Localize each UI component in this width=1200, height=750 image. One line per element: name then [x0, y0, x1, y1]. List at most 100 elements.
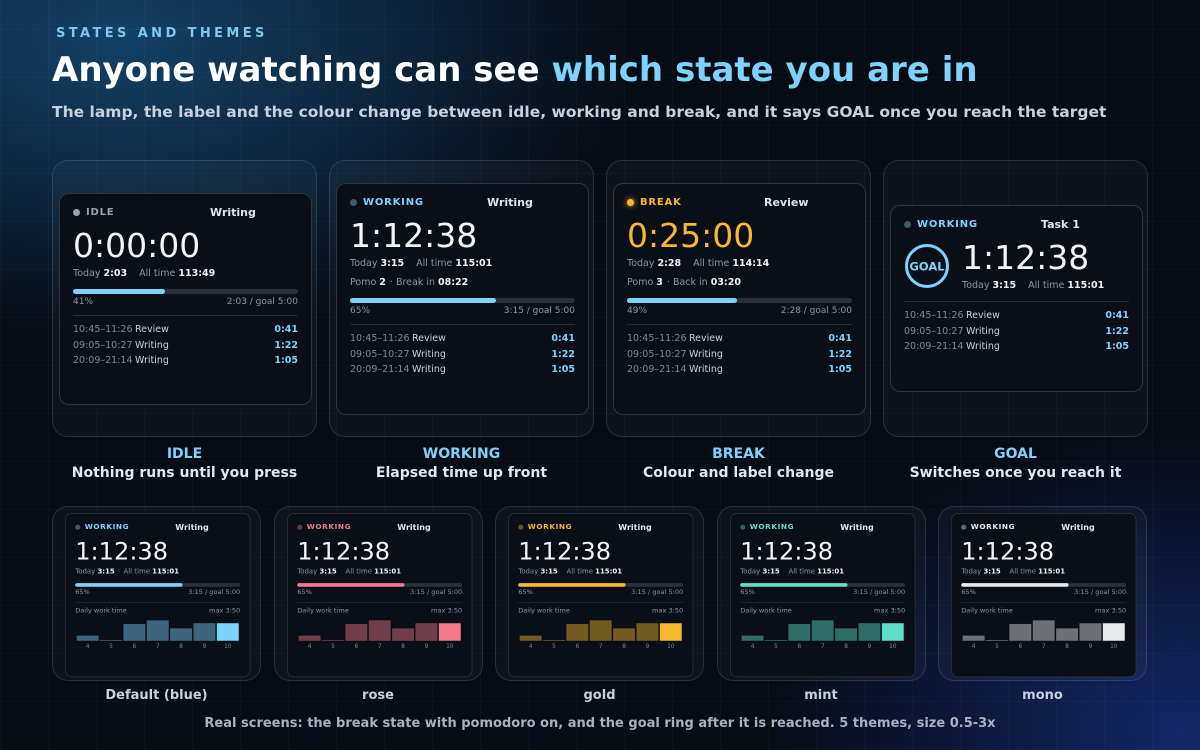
device-screen: WORKING Writing 1:12:38 Today 3:15 All time 11… — [286, 513, 472, 678]
day-label: 10 — [224, 642, 232, 650]
bar — [193, 622, 216, 641]
bar-slot — [100, 619, 122, 641]
goal-ring: GOAL — [905, 243, 949, 288]
divider — [350, 324, 575, 325]
bar — [636, 622, 659, 641]
today-value: 3:15 — [97, 567, 115, 576]
timer: 1:12:38 — [296, 537, 390, 566]
session-task: Writing — [689, 364, 723, 375]
session-row: 20:09–21:14 Writing 1:05 — [627, 362, 852, 378]
bar-chart — [75, 619, 240, 641]
progress-percent: 65% — [739, 588, 755, 597]
session-duration: 1:05 — [828, 364, 852, 375]
headline-accent: which state you are in — [551, 50, 978, 90]
session-task: Writing — [135, 339, 169, 351]
bar — [1032, 620, 1055, 641]
divider — [961, 602, 1127, 603]
status-row: BREAK Review — [627, 194, 852, 210]
status-lamp — [73, 208, 80, 216]
status-lamp — [75, 524, 81, 530]
today-label: Today — [296, 567, 317, 576]
session-duration: 1:22 — [274, 339, 298, 351]
bar-slot — [321, 619, 344, 641]
footer: Real screens: the break state with pomod… — [204, 716, 996, 731]
bar-slot — [170, 619, 193, 641]
day-label: 5 — [773, 642, 778, 650]
day-label: 8 — [843, 642, 848, 650]
theme-panel: WORKING Writing 1:12:38 Today 3:15 All time 11… — [716, 506, 926, 681]
progress-text: 65% 3:15 / goal 5:00 — [518, 589, 683, 596]
timer: 1:12:38 — [75, 537, 169, 566]
bar-slot — [543, 619, 565, 641]
session-row: 09:05–10:27 Writing 1:22 — [350, 347, 575, 363]
session-duration: 1:05 — [551, 364, 575, 375]
session-row: 09:05–10:27 Writing 1:22 — [73, 338, 298, 354]
session-task: Writing — [412, 348, 446, 360]
chart-label: Daily work time — [518, 607, 570, 615]
progress-fill — [75, 583, 183, 587]
device-screen: WORKING Writing 1:12:38 Today 3:15 All time 11… — [508, 513, 694, 678]
divider — [627, 324, 852, 325]
state-title: WORKING — [422, 446, 501, 462]
session-range: 09:05–10:27 — [904, 325, 964, 337]
session-duration: 1:05 — [274, 355, 298, 366]
pomo-time: 03:20 — [710, 277, 741, 288]
device-screen: WORKING Writing 1:12:38 Today 3:15 All time 11… — [729, 513, 915, 678]
progress-percent: 65% — [296, 588, 312, 597]
session-task: Writing — [689, 348, 723, 360]
alltime-value: 113:49 — [178, 268, 216, 279]
bar — [986, 640, 1008, 641]
totals-row: Today 3:15 All time 115:01 — [350, 257, 575, 271]
session-range: 10:45–11:26 — [350, 333, 410, 344]
divider — [73, 315, 298, 316]
bar — [123, 623, 146, 641]
totals-row: Today 3:15 All time 115:01 — [518, 567, 683, 577]
alltime-value: 115:01 — [1067, 280, 1105, 291]
today-value: 2:28 — [657, 258, 682, 269]
status-row: WORKING Writing — [739, 521, 905, 533]
bar — [146, 620, 169, 641]
today-value: 3:15 — [761, 567, 780, 576]
progress-track — [518, 583, 684, 587]
day-label: 8 — [622, 642, 626, 650]
state-title: GOAL — [994, 446, 1037, 462]
chart-header: Daily work time max 3:50 — [75, 607, 240, 614]
session-row: 09:05–10:27 Writing 1:22 — [627, 347, 852, 363]
device-screen: WORKING Task 1 GOAL 1:12:38 Today 3:15 All tim… — [890, 205, 1143, 392]
bar-slot — [613, 619, 636, 641]
today-value: 2:03 — [103, 268, 128, 279]
status-label: WORKING — [749, 522, 794, 531]
task-name: Writing — [618, 522, 652, 532]
totals-row: Today 2:28 All time 114:14 — [627, 257, 852, 271]
session-task: Review — [689, 333, 723, 344]
chart-header: Daily work time max 3:50 — [518, 607, 683, 614]
status-row: WORKING Writing — [518, 521, 683, 533]
timer: 0:00:00 — [73, 226, 201, 265]
day-label: 10 — [888, 642, 897, 650]
alltime-label: All time — [1028, 280, 1065, 291]
chart-max: max 3:50 — [1095, 607, 1127, 615]
bar-slot — [1032, 619, 1055, 641]
bar-slot — [344, 619, 367, 641]
session-range: 20:09–21:14 — [350, 364, 410, 375]
chart-label: Daily work time — [75, 607, 127, 615]
session-range: 20:09–21:14 — [904, 341, 964, 352]
today-value: 3:15 — [540, 567, 558, 576]
day-label: 7 — [1041, 642, 1046, 650]
day-label: 4 — [750, 642, 754, 650]
theme-panel: WORKING Writing 1:12:38 Today 3:15 All time 11… — [52, 506, 261, 681]
status-label: WORKING — [363, 196, 424, 208]
timer: 1:12:38 — [961, 537, 1055, 566]
day-label: 10 — [667, 642, 675, 650]
day-labels: 4 5 6 7 8 9 10 — [961, 643, 1126, 650]
bar — [787, 623, 810, 641]
today-label: Today — [518, 567, 539, 576]
alltime-label: All time — [416, 258, 453, 269]
bar-slot — [962, 619, 985, 641]
day-label: 6 — [575, 642, 580, 650]
progress-text: 49% 2:28 / goal 5:00 — [627, 306, 852, 316]
bar-slot — [881, 619, 904, 641]
timer: 0:25:00 — [627, 216, 755, 255]
task-name: Task 1 — [1041, 217, 1080, 231]
progress-percent: 49% — [627, 306, 648, 316]
